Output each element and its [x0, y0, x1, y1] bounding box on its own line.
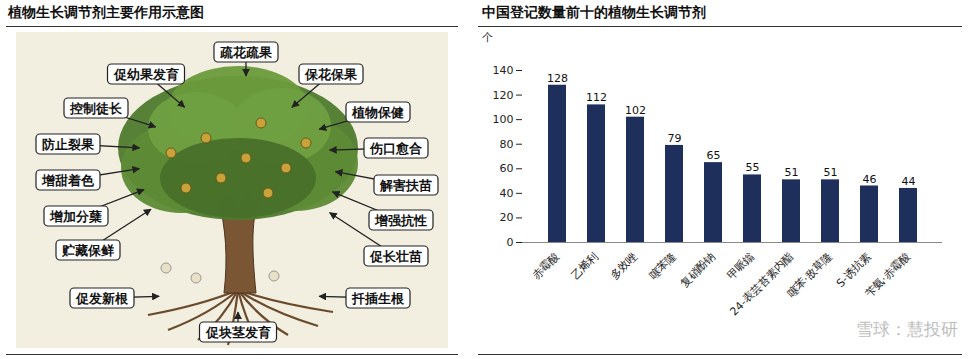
svg-text:控制徒长: 控制徒长 [69, 101, 123, 116]
svg-text:增加分蘖: 增加分蘖 [49, 209, 102, 224]
svg-text:65: 65 [707, 149, 721, 162]
svg-text:个: 个 [482, 31, 493, 44]
svg-text:复硝酚钠: 复硝酚钠 [678, 250, 718, 290]
svg-text:赤霉酸: 赤霉酸 [530, 250, 563, 283]
svg-text:解害扶苗: 解害扶苗 [379, 178, 432, 193]
svg-text:疏花疏果: 疏花疏果 [219, 45, 273, 60]
svg-text:100: 100 [493, 113, 514, 126]
svg-text:防止裂果: 防止裂果 [42, 137, 95, 152]
svg-text:128: 128 [547, 72, 568, 85]
svg-text:44: 44 [902, 175, 916, 188]
svg-text:0: 0 [507, 236, 514, 249]
html-text:植物生长调节剂主要作用示意图: 植物生长调节剂主要作用示意图 [8, 4, 204, 20]
svg-text:102: 102 [625, 104, 646, 117]
svg-text:增甜着色: 增甜着色 [41, 173, 95, 188]
svg-text:保花保果: 保花保果 [304, 67, 358, 82]
svg-text:植物保健: 植物保健 [351, 105, 404, 120]
svg-text:20: 20 [500, 211, 514, 224]
html-text:雪球：慧投研: 雪球：慧投研 [856, 319, 958, 339]
svg-text:伤口愈合: 伤口愈合 [369, 141, 422, 156]
svg-text:140: 140 [493, 64, 514, 77]
html-text:中国登记数量前十的植物生长调节剂: 中国登记数量前十的植物生长调节剂 [482, 4, 706, 20]
svg-text:80: 80 [500, 138, 514, 151]
svg-text:46: 46 [863, 173, 877, 186]
svg-text:促发新根: 促发新根 [75, 291, 129, 306]
svg-text:噻苯·敌草隆: 噻苯·敌草隆 [785, 250, 836, 301]
svg-text:S-诱抗素: S-诱抗素 [834, 250, 874, 290]
svg-text:多效唑: 多效唑 [608, 250, 641, 283]
svg-text:112: 112 [586, 91, 607, 104]
svg-text:贮藏保鲜: 贮藏保鲜 [61, 243, 114, 258]
svg-text:增强抗性: 增强抗性 [374, 213, 427, 228]
svg-text:79: 79 [668, 132, 682, 145]
svg-text:噻苯隆: 噻苯隆 [647, 250, 680, 283]
svg-text:促幼果发育: 促幼果发育 [113, 67, 179, 82]
svg-text:乙烯利: 乙烯利 [569, 250, 602, 283]
svg-text:120: 120 [493, 89, 514, 102]
svg-text:60: 60 [500, 162, 514, 175]
svg-text:40: 40 [500, 187, 514, 200]
svg-text:51: 51 [824, 166, 838, 179]
svg-text:55: 55 [746, 161, 760, 174]
svg-text:扦插生根: 扦插生根 [351, 291, 405, 306]
svg-text:促长壮苗: 促长壮苗 [369, 249, 422, 264]
svg-text:24-表芸苔素内酯: 24-表芸苔素内酯 [728, 250, 797, 319]
svg-text:促块茎发育: 促块茎发育 [205, 325, 271, 340]
svg-text:甲哌鎓: 甲哌鎓 [725, 250, 758, 283]
svg-text:51: 51 [785, 166, 799, 179]
svg-text:苄氨·赤霉酸: 苄氨·赤霉酸 [863, 250, 914, 301]
